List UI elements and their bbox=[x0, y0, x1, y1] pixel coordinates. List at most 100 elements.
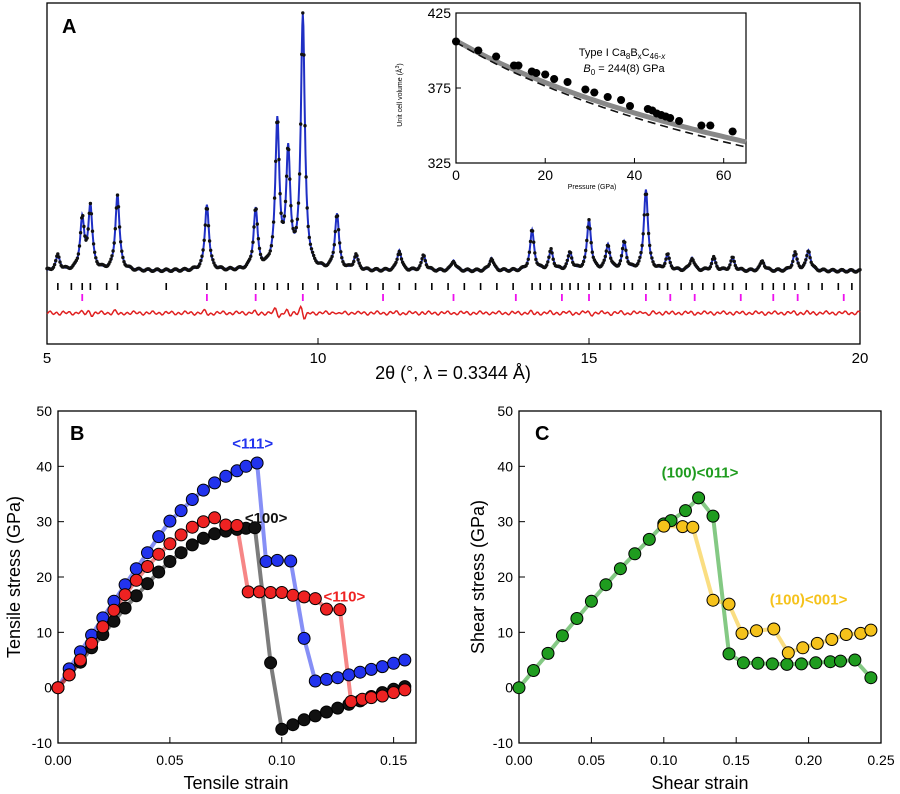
observed-data-point bbox=[254, 207, 258, 211]
observed-data-point bbox=[526, 257, 530, 261]
observed-data-point bbox=[732, 259, 736, 264]
observed-data-point bbox=[83, 234, 87, 238]
panel-b-data-point bbox=[118, 601, 132, 615]
observed-data-point bbox=[397, 249, 401, 254]
panel-c-y-axis-label: Shear stress (GPa) bbox=[468, 500, 488, 654]
observed-data-point bbox=[202, 238, 206, 242]
observed-data-point bbox=[111, 249, 115, 253]
panel-b-data-point bbox=[239, 459, 253, 473]
panel-c-x-axis-label: Shear strain bbox=[651, 773, 748, 793]
observed-data-point bbox=[546, 260, 550, 264]
observed-data-point bbox=[733, 263, 737, 268]
panel-c-data-point bbox=[736, 656, 750, 670]
observed-data-point bbox=[795, 257, 799, 261]
observed-data-point bbox=[642, 213, 646, 217]
panel-b-data-point bbox=[333, 603, 347, 617]
panel-c-data-point bbox=[679, 504, 692, 518]
panel-b-data-point bbox=[320, 705, 333, 719]
observed-data-point bbox=[858, 268, 862, 272]
observed-data-point bbox=[804, 258, 808, 262]
panel-b-data-point bbox=[387, 686, 401, 700]
observed-data-point bbox=[761, 261, 766, 265]
panel-c-x-tick-label: 0.20 bbox=[795, 752, 822, 768]
panel-b-data-point bbox=[196, 531, 210, 545]
observed-data-point bbox=[288, 177, 292, 181]
observed-data-point bbox=[549, 247, 553, 251]
observed-data-point bbox=[296, 201, 301, 205]
observed-data-point bbox=[638, 255, 642, 260]
panel-b-data-point bbox=[219, 518, 233, 532]
panel-b-data-point bbox=[96, 620, 110, 634]
observed-data-point bbox=[620, 246, 625, 251]
observed-data-point bbox=[639, 250, 643, 255]
panel-a: A 5 10 15 20 2θ (°, λ = 0.3344 Å) 0 20 40 60 32… bbox=[43, 2, 868, 383]
panel-b-y-axis-label: Tensile stress (GPa) bbox=[4, 496, 24, 658]
panel-b-data-point bbox=[364, 691, 378, 705]
panel-b-data-point bbox=[264, 586, 278, 599]
panel-b-data-point bbox=[275, 586, 289, 599]
panel-b-data-point bbox=[129, 562, 143, 576]
observed-data-point bbox=[803, 261, 807, 265]
panel-b-data-point bbox=[152, 547, 166, 561]
observed-data-point bbox=[121, 255, 125, 260]
observed-data-point bbox=[271, 220, 276, 224]
observed-data-point bbox=[116, 205, 121, 209]
observed-data-point bbox=[566, 254, 571, 258]
observed-data-point bbox=[422, 254, 426, 258]
observed-data-point bbox=[287, 147, 291, 152]
panel-c-data-point bbox=[848, 653, 862, 667]
panel-b-data-point bbox=[297, 590, 311, 604]
observed-data-point bbox=[352, 259, 356, 264]
panel-c-y-tick-label: 20 bbox=[497, 569, 513, 585]
panel-b-data-point bbox=[250, 456, 264, 470]
inset-data-point bbox=[452, 37, 460, 46]
panel-b-data-point bbox=[398, 683, 412, 697]
observed-data-point bbox=[94, 256, 98, 260]
panel-b-data-point bbox=[387, 656, 401, 670]
panel-b-data-point bbox=[264, 656, 278, 670]
panel-c-data-point bbox=[599, 578, 613, 592]
panel-c-data-point bbox=[512, 681, 526, 695]
observed-data-point bbox=[291, 226, 295, 231]
observed-data-point bbox=[714, 261, 718, 265]
observed-data-point bbox=[617, 262, 622, 266]
observed-data-point bbox=[119, 240, 123, 244]
panel-c-data-point bbox=[751, 656, 765, 670]
observed-data-point bbox=[117, 225, 122, 229]
observed-data-point bbox=[110, 254, 114, 258]
inset-title: Type I Ca8BxC46-x bbox=[579, 47, 666, 61]
panel-c-data-point bbox=[584, 594, 598, 608]
inset-data-point bbox=[728, 127, 737, 136]
panel-c-data-point bbox=[642, 532, 656, 546]
panel-b-data-point bbox=[152, 530, 166, 544]
observed-data-point bbox=[525, 261, 529, 266]
observed-data-point bbox=[580, 262, 585, 267]
inset-data-point bbox=[617, 96, 626, 104]
observed-data-point bbox=[113, 227, 118, 231]
observed-data-point bbox=[332, 243, 336, 247]
observed-data-point bbox=[249, 254, 253, 258]
panel-c-data-point bbox=[839, 628, 853, 641]
panel-c-data-point bbox=[722, 597, 736, 611]
inset-data-point bbox=[532, 69, 541, 77]
observed-data-point bbox=[302, 53, 306, 57]
observed-data-point bbox=[282, 214, 287, 218]
observed-data-point bbox=[581, 259, 586, 264]
panel-c-y-tick-label: 50 bbox=[497, 403, 513, 419]
observed-data-point bbox=[708, 265, 713, 269]
panel-a-label: A bbox=[62, 16, 76, 38]
panel-a-x-tick-label: 10 bbox=[310, 350, 327, 367]
inset-data-point bbox=[666, 114, 675, 122]
observed-data-point bbox=[289, 204, 293, 208]
panel-b-data-point bbox=[308, 592, 322, 606]
panel-a-pattern bbox=[45, 11, 862, 320]
observed-data-point bbox=[299, 122, 303, 126]
observed-data-point bbox=[258, 252, 263, 257]
panel-c-y-tick-label: 0 bbox=[505, 680, 513, 696]
observed-data-point bbox=[256, 237, 261, 241]
observed-data-point bbox=[527, 250, 532, 254]
observed-data-point bbox=[276, 120, 280, 124]
panel-c-data-point bbox=[706, 509, 720, 523]
observed-data-point bbox=[568, 251, 573, 255]
